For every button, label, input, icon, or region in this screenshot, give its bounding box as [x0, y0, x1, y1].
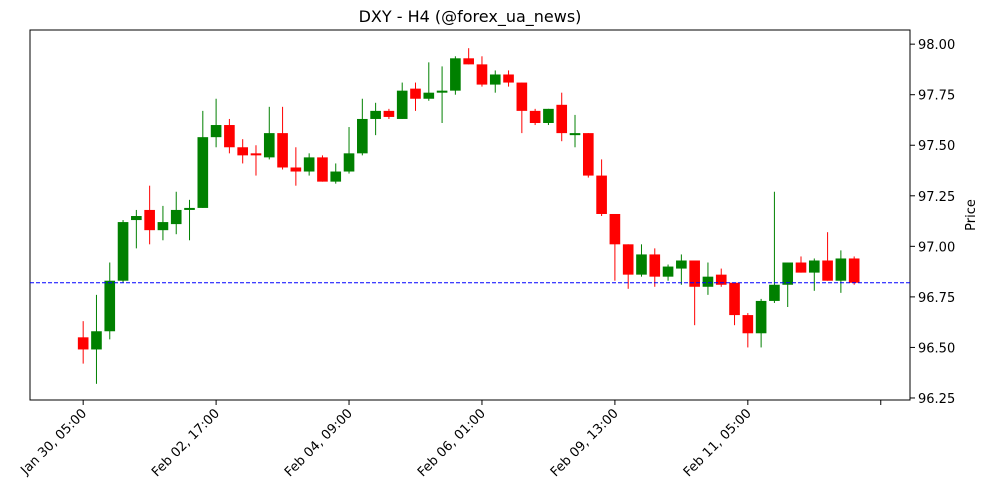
- candle-body: [131, 216, 142, 221]
- candle-body: [848, 258, 860, 283]
- candle-body: [835, 258, 847, 281]
- y-tick-label: 96.50: [918, 341, 955, 356]
- candle-body: [689, 260, 700, 287]
- candle-body: [104, 280, 116, 332]
- candle-body: [197, 137, 209, 208]
- candle-body: [649, 254, 661, 277]
- candle-body: [489, 74, 501, 85]
- candle-body: [290, 167, 302, 172]
- candle-body: [410, 88, 421, 99]
- x-tick-label: Feb 06, 01:00: [415, 406, 489, 480]
- candle-body: [822, 260, 833, 281]
- candle-body: [303, 157, 315, 172]
- candle-body: [543, 108, 554, 124]
- candle-body: [729, 282, 740, 316]
- candle-body: [210, 125, 222, 138]
- candle-body: [715, 274, 727, 285]
- candle-body: [277, 133, 288, 168]
- candle-body: [476, 64, 488, 85]
- candle-body: [396, 90, 408, 119]
- candle-body: [77, 337, 89, 350]
- candle-body: [423, 92, 435, 99]
- candle-body: [582, 133, 594, 176]
- candle-body: [622, 244, 634, 275]
- candle-body: [463, 58, 474, 65]
- chart-title: DXY - H4 (@forex_ua_news): [359, 7, 582, 27]
- candle-body: [330, 171, 342, 182]
- candle-body: [184, 207, 195, 210]
- candle-body: [503, 74, 514, 83]
- y-tick-label: 97.75: [918, 89, 955, 104]
- candle-body: [742, 315, 754, 334]
- candle-body: [383, 110, 395, 117]
- candle-body: [769, 284, 780, 301]
- candle-body: [357, 118, 368, 154]
- y-tick-label: 96.75: [918, 291, 955, 306]
- x-tick-label: Jan 30, 05:00: [18, 406, 90, 478]
- candle-body: [676, 260, 687, 269]
- candle-body: [596, 175, 607, 214]
- y-tick-label: 96.25: [918, 392, 955, 407]
- candle-body: [569, 133, 581, 136]
- candle-body: [636, 254, 647, 275]
- y-tick-label: 97.00: [918, 240, 955, 255]
- candle-body: [556, 104, 568, 134]
- candle-body: [516, 82, 528, 111]
- candle-body: [436, 90, 448, 93]
- candle-body: [91, 331, 102, 350]
- candle-body: [250, 153, 262, 156]
- candle-body: [450, 58, 461, 91]
- candle-body: [782, 262, 794, 285]
- candle-body: [157, 222, 169, 231]
- candle-body: [343, 153, 355, 172]
- x-tick-label: Feb 09, 13:00: [548, 406, 622, 480]
- y-tick-label: 97.25: [918, 190, 955, 205]
- candle-body: [170, 209, 182, 225]
- candle-body: [609, 213, 621, 245]
- candle-body: [263, 133, 275, 158]
- x-tick-label: Feb 02, 17:00: [149, 406, 223, 480]
- candle-body: [237, 147, 249, 156]
- y-tick-label: 97.50: [918, 139, 955, 154]
- candle-body: [317, 157, 328, 182]
- candle-body: [144, 209, 155, 231]
- plot-frame: [29, 29, 911, 401]
- candle-body: [662, 266, 674, 277]
- y-axis-label: Price: [964, 199, 979, 231]
- candle-body: [117, 222, 129, 281]
- candle-body: [795, 262, 807, 273]
- x-tick-label: Feb 04, 09:00: [282, 406, 356, 480]
- y-tick-label: 98.00: [918, 38, 955, 53]
- candle-body: [370, 110, 381, 119]
- candle-body: [224, 125, 235, 148]
- candle-body: [755, 300, 767, 334]
- candle-body: [808, 260, 820, 273]
- x-tick-label: Feb 11, 05:00: [681, 406, 755, 480]
- candle-body: [702, 276, 714, 287]
- candle-body: [529, 110, 541, 124]
